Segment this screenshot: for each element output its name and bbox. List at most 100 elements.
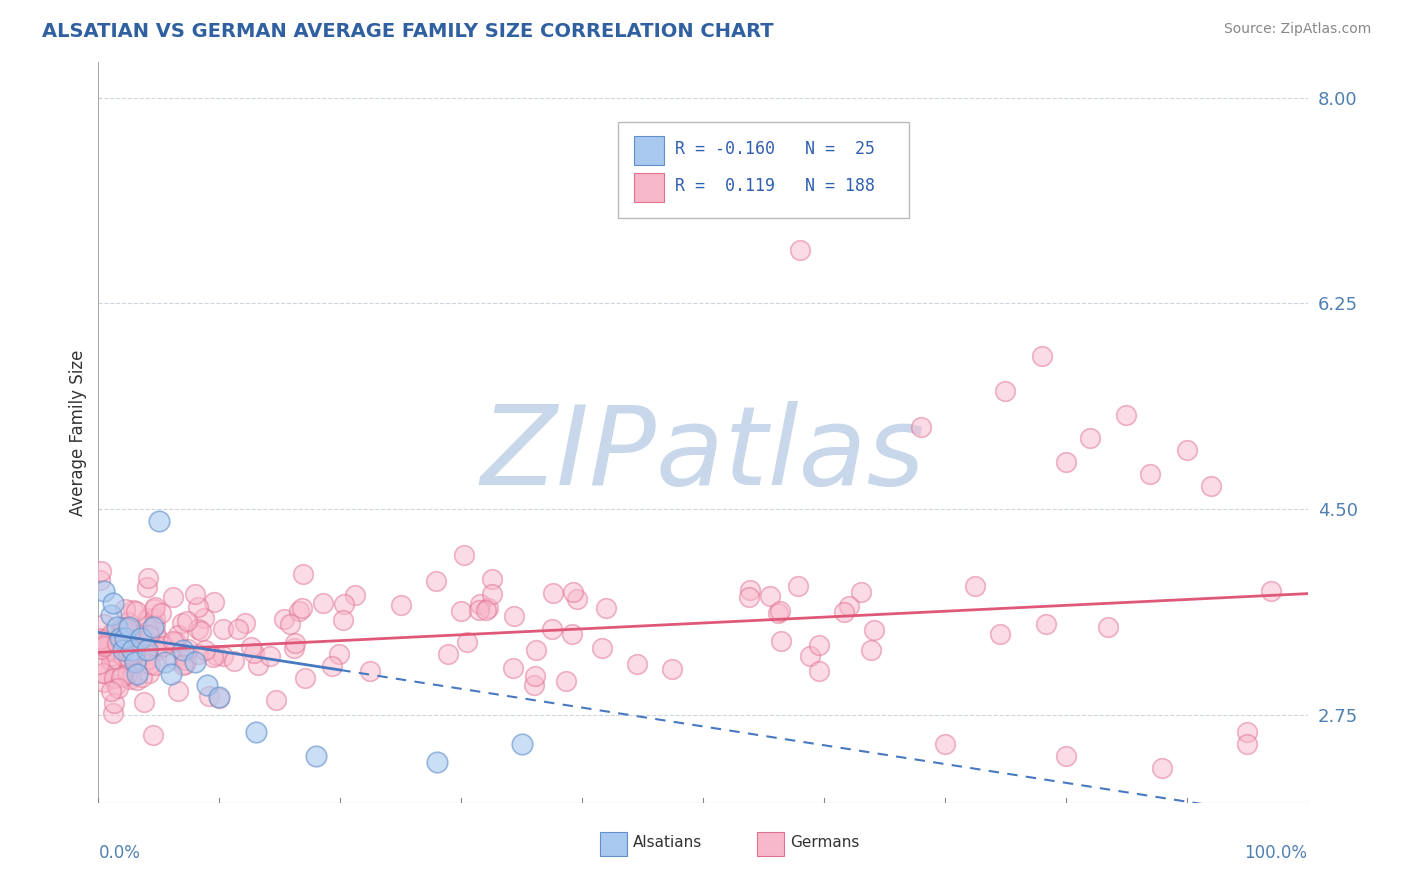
Point: [273, 612, 295, 626]
Point: [292, 567, 315, 582]
Point: [456, 635, 478, 649]
Point: [799, 649, 821, 664]
Point: [136, 652, 159, 666]
Point: [142, 619, 165, 633]
Point: [129, 632, 152, 646]
Point: [128, 628, 150, 642]
Point: [786, 579, 808, 593]
Point: [143, 600, 166, 615]
Point: [103, 671, 125, 685]
Point: [115, 622, 138, 636]
Point: [100, 653, 122, 667]
Point: [143, 618, 166, 632]
Point: [212, 649, 235, 664]
Point: [96, 644, 118, 658]
Point: [205, 648, 228, 663]
Point: [1152, 760, 1174, 774]
Point: [101, 706, 124, 720]
Point: [769, 634, 792, 648]
Point: [1054, 748, 1077, 763]
Point: [278, 617, 301, 632]
Point: [127, 647, 149, 661]
Point: [208, 691, 231, 706]
Point: [1199, 478, 1222, 492]
Point: [243, 646, 266, 660]
Point: [138, 628, 160, 642]
Point: [115, 637, 138, 651]
FancyBboxPatch shape: [600, 832, 627, 856]
Point: [202, 595, 225, 609]
Point: [100, 607, 122, 622]
Point: [124, 645, 146, 659]
Point: [100, 656, 122, 670]
Point: [177, 642, 200, 657]
Point: [910, 419, 932, 434]
Point: [311, 596, 333, 610]
Point: [135, 643, 157, 657]
Point: [988, 626, 1011, 640]
Point: [503, 608, 526, 623]
Point: [93, 584, 115, 599]
Point: [266, 692, 288, 706]
Point: [100, 684, 122, 698]
FancyBboxPatch shape: [758, 832, 785, 856]
Point: [1097, 619, 1119, 633]
Point: [132, 695, 155, 709]
Point: [541, 586, 564, 600]
Point: [142, 602, 165, 616]
Point: [105, 619, 128, 633]
Point: [344, 588, 367, 602]
Point: [245, 725, 267, 739]
Point: [1236, 725, 1258, 739]
Point: [120, 672, 142, 686]
Text: 100.0%: 100.0%: [1244, 844, 1308, 862]
Point: [107, 681, 129, 695]
Point: [125, 604, 148, 618]
Point: [143, 625, 166, 640]
Point: [153, 655, 176, 669]
Point: [136, 580, 159, 594]
Point: [174, 657, 197, 671]
Point: [187, 599, 209, 614]
Point: [100, 627, 122, 641]
Point: [146, 643, 169, 657]
Point: [167, 628, 190, 642]
Point: [233, 615, 256, 630]
Point: [105, 645, 128, 659]
Text: Alsatians: Alsatians: [633, 835, 702, 850]
Point: [1035, 616, 1057, 631]
Point: [122, 647, 145, 661]
Point: [467, 603, 489, 617]
Point: [187, 647, 209, 661]
Point: [332, 613, 354, 627]
Point: [93, 640, 115, 654]
Point: [389, 598, 412, 612]
Point: [120, 656, 142, 670]
FancyBboxPatch shape: [634, 136, 664, 165]
Point: [136, 624, 159, 638]
Point: [1175, 443, 1198, 458]
Point: [453, 548, 475, 562]
Point: [173, 647, 195, 661]
Point: [184, 655, 207, 669]
Point: [172, 643, 194, 657]
Point: [190, 624, 212, 638]
Point: [450, 604, 472, 618]
Point: [93, 666, 115, 681]
Point: [143, 611, 166, 625]
Point: [90, 641, 112, 656]
Point: [162, 591, 184, 605]
Point: [305, 748, 328, 763]
Point: [567, 592, 589, 607]
Point: [136, 633, 159, 648]
Point: [284, 636, 307, 650]
Point: [321, 658, 343, 673]
Point: [328, 647, 350, 661]
Point: [510, 737, 533, 751]
Point: [481, 587, 503, 601]
Text: R = -0.160   N =  25: R = -0.160 N = 25: [675, 140, 875, 158]
Point: [789, 244, 811, 258]
Point: [769, 605, 792, 619]
Point: [436, 647, 458, 661]
Point: [198, 689, 221, 703]
